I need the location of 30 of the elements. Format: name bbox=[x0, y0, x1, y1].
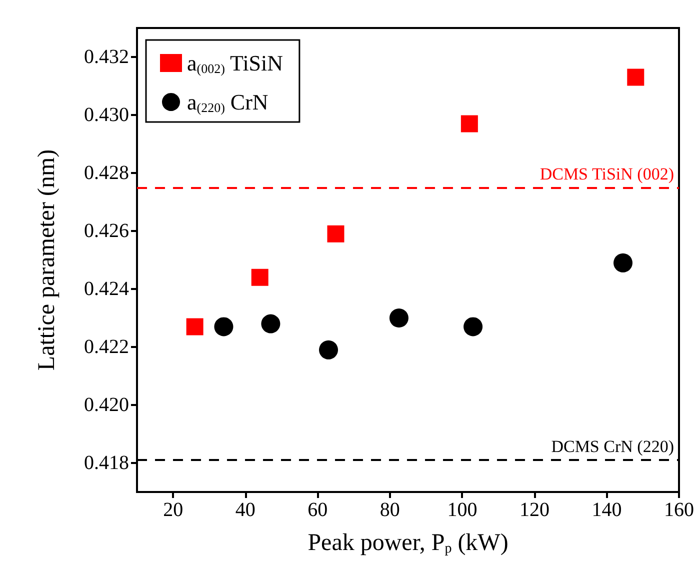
point bbox=[186, 318, 204, 336]
y-tick-label: 0.432 bbox=[84, 46, 129, 68]
x-tick-label: 160 bbox=[664, 499, 694, 521]
point bbox=[251, 268, 268, 286]
x-tick-label: 80 bbox=[380, 499, 400, 521]
x-tick-label: 140 bbox=[592, 499, 622, 521]
ref-line-label: DCMS CrN (220) bbox=[551, 437, 674, 456]
point bbox=[261, 314, 280, 334]
ref-line-label: DCMS TiSiN (002) bbox=[540, 164, 674, 184]
point bbox=[389, 308, 408, 328]
point bbox=[627, 68, 644, 86]
y-tick-label: 0.424 bbox=[84, 278, 129, 300]
x-tick-label: 20 bbox=[163, 499, 184, 521]
y-tick-label: 0.422 bbox=[84, 336, 129, 358]
y-tick-label: 0.428 bbox=[84, 162, 129, 184]
x-tick-label: 60 bbox=[308, 499, 328, 521]
y-tick-label: 0.418 bbox=[84, 452, 129, 474]
y-tick-label: 0.420 bbox=[84, 394, 129, 416]
y-tick-label: 0.426 bbox=[84, 220, 129, 242]
x-tick-label: 100 bbox=[447, 499, 478, 521]
point bbox=[460, 115, 478, 132]
y-tick-label: 0.430 bbox=[84, 104, 129, 126]
point bbox=[319, 340, 338, 360]
point bbox=[614, 253, 632, 272]
y-axis-title: Lattice parameter (nm) bbox=[34, 149, 60, 371]
x-tick-label: 120 bbox=[519, 499, 550, 521]
point bbox=[327, 225, 344, 242]
x-tick-label: 40 bbox=[235, 499, 256, 521]
point bbox=[464, 317, 483, 336]
point bbox=[214, 317, 234, 336]
